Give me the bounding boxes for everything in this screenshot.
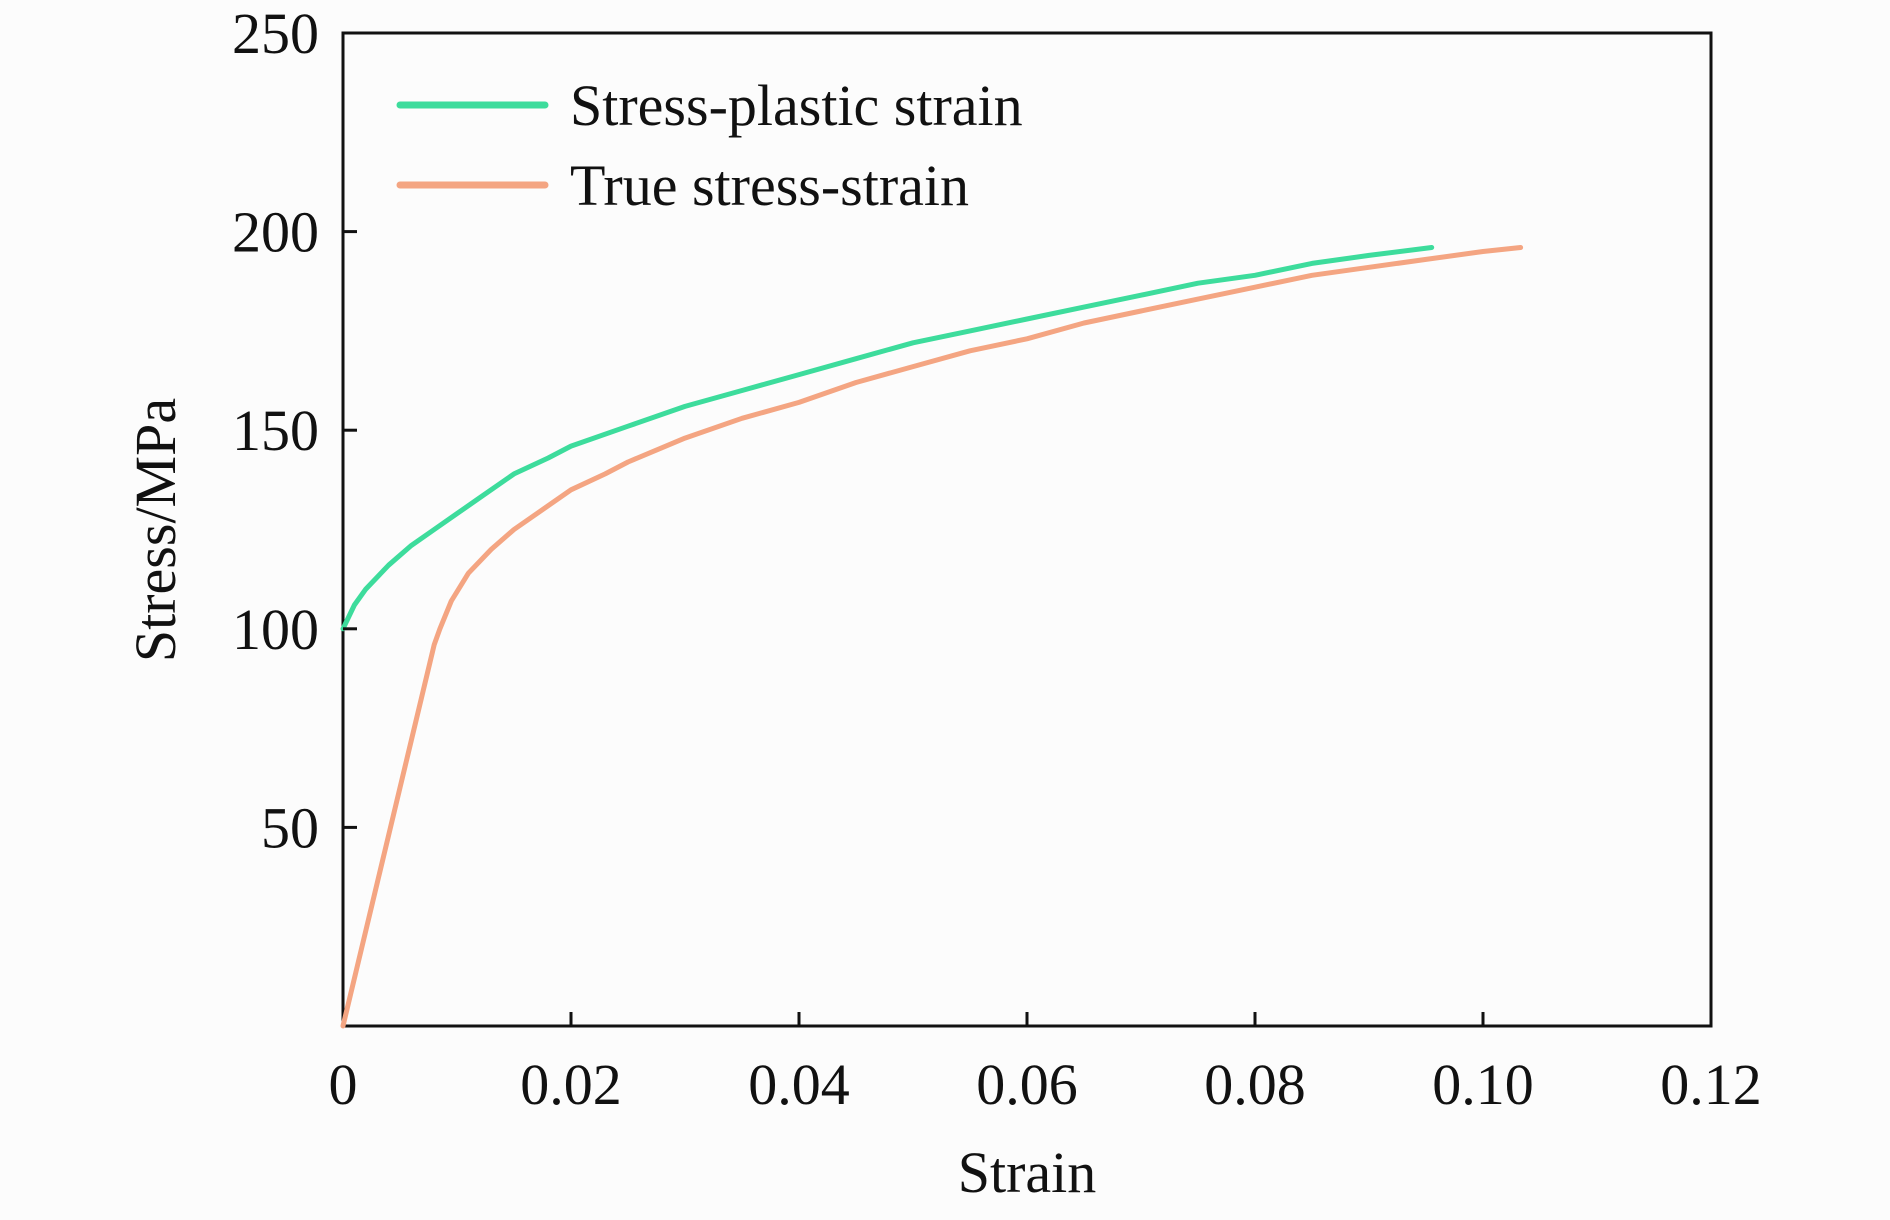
y-axis-ticks: 50 100 150 200 250 [232, 1, 357, 860]
plot-frame [341, 31, 1713, 1028]
series-line-1 [340, 245, 1435, 632]
x-tick-label: 0.08 [1204, 1052, 1306, 1117]
x-tick-label: 0.10 [1432, 1052, 1534, 1117]
legend: Stress-plastic strain True stress-strain [396, 73, 1023, 218]
series-layer [340, 245, 1524, 1029]
y-tick-label: 150 [232, 398, 319, 463]
y-axis-label: Stress/MPa [123, 398, 188, 662]
legend-label-1: Stress-plastic strain [570, 73, 1023, 138]
y-tick-label: 200 [232, 200, 319, 265]
y-tick-label: 250 [232, 1, 319, 66]
x-tick-label: 0 [329, 1052, 358, 1117]
x-tick-label: 0.12 [1660, 1052, 1762, 1117]
x-tick-label: 0.02 [520, 1052, 622, 1117]
legend-label-2: True stress-strain [570, 153, 969, 218]
y-tick-label: 50 [261, 795, 319, 860]
y-tick-label: 100 [232, 597, 319, 662]
x-axis-label: Strain [958, 1140, 1097, 1205]
series-line-2 [340, 245, 1524, 1029]
x-tick-label: 0.04 [748, 1052, 850, 1117]
x-tick-label: 0.06 [976, 1052, 1078, 1117]
x-axis-ticks: 0 0.02 0.04 0.06 0.08 0.10 0.12 [329, 1012, 1762, 1117]
